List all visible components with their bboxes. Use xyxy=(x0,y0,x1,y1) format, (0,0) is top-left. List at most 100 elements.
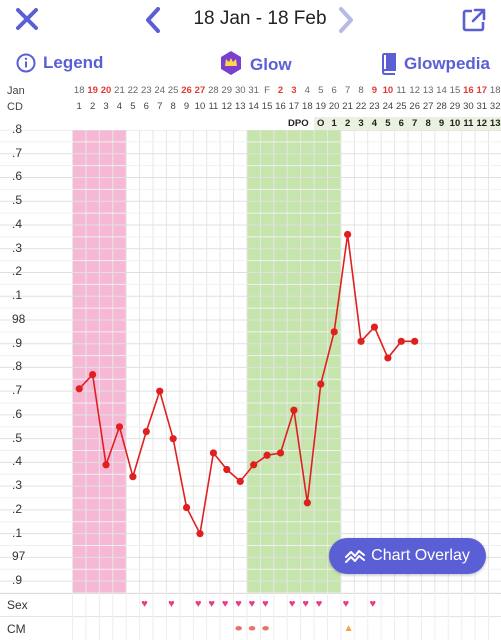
cycle-day-cell: 9 xyxy=(183,101,190,112)
cycle-day-cell: 24 xyxy=(382,101,394,112)
heart-icon[interactable]: ♥ xyxy=(208,598,215,610)
heart-icon[interactable]: ♥ xyxy=(194,598,202,610)
cycle-day-cell: 29 xyxy=(449,101,461,112)
chart-overlay-label: Chart Overlay xyxy=(371,547,470,564)
temperature-point[interactable] xyxy=(384,354,392,362)
cm-drop-icon[interactable]: ▲ xyxy=(343,623,354,634)
date-cell: 11 xyxy=(396,85,407,96)
dpo-cell: 1 xyxy=(331,118,337,129)
temperature-point[interactable] xyxy=(330,328,338,336)
legend-button[interactable]: Legend xyxy=(16,53,103,73)
fertile-band xyxy=(246,130,341,593)
date-cell: 19 xyxy=(87,85,98,96)
temperature-point[interactable] xyxy=(75,385,83,393)
temperature-point[interactable] xyxy=(250,461,258,469)
temperature-point[interactable] xyxy=(129,473,137,481)
temperature-point[interactable] xyxy=(196,530,204,538)
heart-icon[interactable]: ♥ xyxy=(248,598,256,610)
dpo-cell: 11 xyxy=(463,118,474,129)
temperature-point[interactable] xyxy=(290,406,298,414)
heart-icon[interactable]: ♥ xyxy=(141,598,148,610)
cycle-day-cell: 12 xyxy=(221,101,233,112)
date-header-rows: Jan CD 18 19 20 21 22 23 24 25 26 27 28 29 30 31 F 2 3 4 5… xyxy=(0,82,501,131)
temperature-point[interactable] xyxy=(397,337,405,345)
temperature-point[interactable] xyxy=(102,461,110,469)
dpo-cell: 13 xyxy=(489,118,501,129)
temperature-point[interactable] xyxy=(317,380,325,388)
glowpedia-button[interactable]: Glowpedia xyxy=(381,53,490,75)
temperature-point[interactable] xyxy=(89,370,97,379)
temperature-point[interactable] xyxy=(370,323,379,331)
egg-white-icon[interactable]: ⬬ xyxy=(248,624,256,633)
secondary-bar: Legend Glow Glowpedia xyxy=(0,47,501,81)
temperature-line xyxy=(78,234,415,537)
cycle-day-cell: 20 xyxy=(328,101,340,112)
date-cell: 16 xyxy=(463,85,474,96)
heart-icon[interactable]: ♥ xyxy=(302,598,309,610)
heart-icon[interactable]: ♥ xyxy=(369,598,376,610)
y-tick-label: .3 xyxy=(12,478,23,493)
chevron-right-icon[interactable] xyxy=(337,6,355,34)
temperature-point[interactable] xyxy=(156,387,164,395)
temperature-point[interactable] xyxy=(182,503,191,512)
temperature-point[interactable] xyxy=(142,427,150,436)
bottom-grid xyxy=(0,593,501,640)
dpo-label: DPO xyxy=(288,118,309,129)
heart-icon[interactable]: ♥ xyxy=(262,598,269,610)
cycle-day-cell: 11 xyxy=(208,101,219,112)
date-cell: 6 xyxy=(331,85,337,96)
dpo-cell: 7 xyxy=(412,118,418,129)
bbt-chart[interactable]: .8 .7 .6 .5 .4 .3 .2 .1 98 .9 .8 .7 .6 .5 .4 .3 .2 .1 97 .9 xyxy=(0,122,501,594)
cycle-day-cell: 27 xyxy=(422,101,434,112)
date-cell: 4 xyxy=(304,85,310,96)
temperature-point[interactable] xyxy=(303,499,311,507)
cycle-day-cell: 3 xyxy=(103,101,109,112)
glow-button[interactable]: Glow xyxy=(219,50,292,76)
temperature-point[interactable] xyxy=(115,423,124,431)
cycle-day-cell: 10 xyxy=(194,101,206,112)
date-cell: 12 xyxy=(409,85,420,96)
cycle-day-cell: 5 xyxy=(130,101,136,112)
y-tick-label: .7 xyxy=(12,145,23,160)
heart-icon[interactable]: ♥ xyxy=(288,598,296,610)
dpo-cell: 6 xyxy=(398,118,404,129)
y-tick-label: .2 xyxy=(12,264,23,279)
heart-icon[interactable]: ♥ xyxy=(235,598,242,610)
heart-icon[interactable]: ♥ xyxy=(315,598,323,610)
temperature-point[interactable] xyxy=(209,449,218,457)
chart-overlay-icon xyxy=(345,550,366,563)
y-tick-label: .5 xyxy=(12,193,23,208)
heart-icon[interactable]: ♥ xyxy=(221,598,229,610)
temperature-point[interactable] xyxy=(357,337,365,345)
temperature-point[interactable] xyxy=(263,451,271,459)
dpo-cell: 2 xyxy=(344,118,351,129)
cycle-day-cell: 8 xyxy=(170,101,176,112)
y-tick-label: .4 xyxy=(12,216,23,231)
date-cell: 5 xyxy=(318,85,324,96)
y-tick-label: .4 xyxy=(12,454,23,469)
close-icon[interactable] xyxy=(14,6,40,32)
temperature-point[interactable] xyxy=(223,465,231,474)
chevron-left-icon[interactable] xyxy=(144,6,162,34)
date-cell: 18 xyxy=(73,85,85,96)
cycle-day-cell: 25 xyxy=(395,101,407,112)
egg-white-icon[interactable]: ⬬ xyxy=(235,624,243,633)
temperature-point[interactable] xyxy=(411,337,419,345)
y-tick-label: .5 xyxy=(12,430,23,445)
date-cell: 14 xyxy=(436,85,447,96)
date-cell: 24 xyxy=(154,85,165,96)
heart-icon[interactable]: ♥ xyxy=(342,598,350,610)
chart-overlay-button[interactable]: Chart Overlay xyxy=(329,538,486,574)
date-cell: 15 xyxy=(449,85,461,96)
date-cell: 9 xyxy=(371,85,378,96)
share-icon[interactable] xyxy=(462,8,486,32)
cycle-day-cell: 23 xyxy=(369,101,380,112)
temperature-point[interactable] xyxy=(236,477,244,486)
temperature-point[interactable] xyxy=(276,449,285,457)
y-tick-label: .9 xyxy=(12,335,23,350)
cycle-day-cell: 19 xyxy=(315,101,327,112)
temperature-point[interactable] xyxy=(344,230,352,239)
egg-white-icon[interactable]: ⬬ xyxy=(262,624,269,633)
temperature-point[interactable] xyxy=(169,435,177,443)
heart-icon[interactable]: ♥ xyxy=(168,598,175,610)
